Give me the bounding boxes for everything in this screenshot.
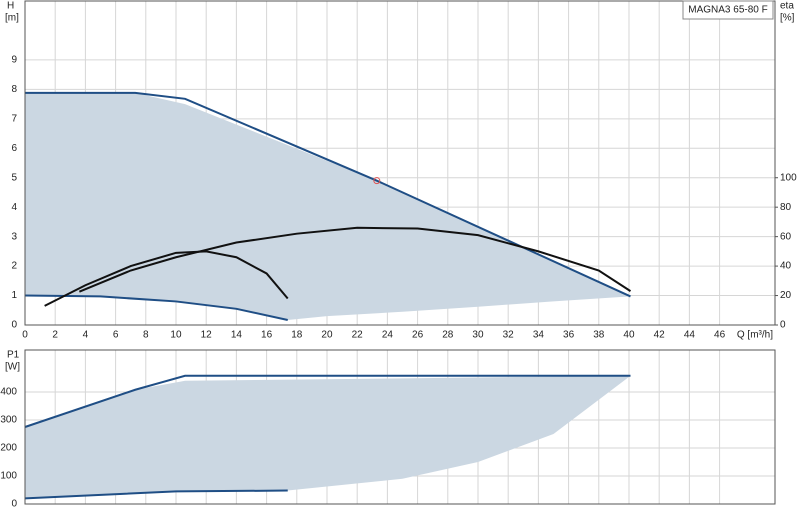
y2-tick-label: 80 [780,202,792,213]
x-tick-label: 20 [321,330,333,341]
x-label-bg [730,328,774,342]
y-tick-label: 300 [0,415,17,426]
x-tick-label: 30 [472,330,484,341]
y-axis-label: H [7,1,14,12]
y-tick-label: 0 [11,320,17,331]
x-tick-label: 42 [654,330,666,341]
y-axis-label: P1 [7,350,20,361]
operating-area [25,92,631,320]
x-tick-label: 46 [714,330,726,341]
x-tick-label: 10 [170,330,182,341]
curve [24,294,288,321]
y2-tick-label: 20 [780,290,792,301]
x-tick-label: 14 [231,330,243,341]
y-tick-label: 0 [11,499,17,510]
curve [44,250,289,307]
y-tick-label: 2 [11,261,17,272]
y2-tick-label: 40 [780,261,792,272]
y-tick-label: 100 [0,471,17,482]
y2-tick-label: 0 [780,320,786,331]
y2-axis-unit: [%] [780,13,795,24]
y-tick-label: 3 [11,231,17,242]
y-tick-label: 5 [11,172,17,183]
curve [24,374,631,428]
plot-frame [24,349,776,505]
x-tick-label: 24 [382,330,394,341]
y-tick-label: 4 [11,202,17,213]
y2-axis-label: eta [780,1,794,12]
operating-area [25,375,631,499]
y2-tick-label: 100 [780,172,797,183]
x-tick-label: 22 [352,330,364,341]
y-tick-label: 400 [0,387,17,398]
y-tick-label: 9 [11,55,17,66]
y-tick-label: 7 [11,113,17,124]
x-tick-label: 12 [201,330,213,341]
y-tick-label: 8 [11,84,17,95]
x-tick-label: 32 [503,330,515,341]
x-tick-label: 38 [593,330,605,341]
y-tick-label: 200 [0,443,17,454]
x-axis-label: Q [m³/h] [737,330,773,341]
plot-frame [24,0,776,326]
x-tick-label: 18 [291,330,303,341]
x-tick-label: 28 [442,330,454,341]
x-tick-label: 0 [22,330,28,341]
duty-point [373,177,381,185]
x-tick-label: 26 [412,330,424,341]
x-tick-label: 34 [533,330,545,341]
y-axis-unit: [W] [5,362,20,373]
y-tick-label: 1 [11,290,17,301]
curve [78,226,632,293]
x-tick-label: 6 [113,330,119,341]
y2-tick-label: 60 [780,231,792,242]
y-tick-label: 6 [11,143,17,154]
curve [25,91,631,298]
model-box [682,0,774,20]
curve [24,489,288,500]
y-axis-unit: [m] [5,13,19,24]
x-tick-label: 2 [52,330,58,341]
x-tick-label: 4 [83,330,89,341]
model-label: MAGNA3 65-80 F [688,5,767,16]
x-tick-label: 40 [623,330,635,341]
x-tick-label: 36 [563,330,575,341]
x-tick-label: 8 [143,330,149,341]
x-tick-label: 44 [684,330,696,341]
x-tick-label: 16 [261,330,273,341]
